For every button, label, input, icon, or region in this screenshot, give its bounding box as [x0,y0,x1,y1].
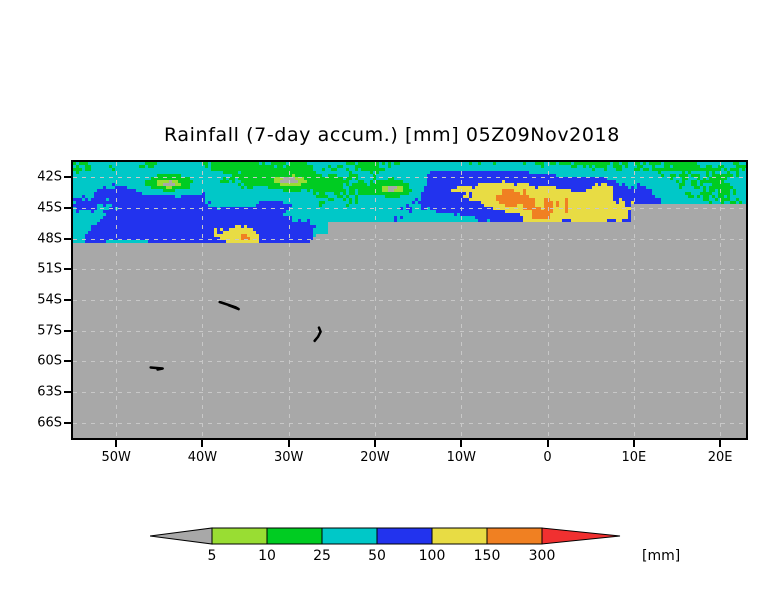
colorbar-tick-label: 300 [528,548,556,564]
colorbar-band [486,527,543,545]
x-tick-label: 40W [187,450,218,465]
colorbar-band [431,527,488,545]
y-tick-label: 63S [37,384,62,400]
y-tick-mark [64,421,71,424]
colorbar-tick-label: 150 [473,548,501,564]
x-tick-mark [201,440,204,447]
x-tick-mark [115,440,118,447]
x-tick-mark [719,440,722,447]
x-tick-label: 10E [621,450,647,465]
colorbar: [mm] 5 10 25 50 100 150 300 [150,524,680,572]
y-axis: 42S 45S 48S 51S 54S 57S 60S 63S 66S [24,0,62,612]
colorbar-units-label: [mm] [642,548,681,564]
x-tick-mark [373,440,376,447]
x-tick-mark [546,440,549,447]
rainfall-heatmap-canvas [73,162,746,438]
y-tick-label: 57S [37,323,62,339]
y-tick-mark [64,299,71,301]
y-tick-mark [64,176,71,179]
colorbar-swatches [150,527,621,545]
y-tick-mark [64,360,71,363]
colorbar-tick-label: 10 [258,548,276,564]
map-plot-area [71,160,748,440]
y-tick-mark [64,268,71,271]
y-tick-label: 66S [37,415,62,431]
x-tick-label: 10W [446,450,476,465]
colorbar-band [211,527,268,545]
y-tick-mark [64,207,71,209]
x-tick-label: 50W [101,450,131,465]
colorbar-band-over [541,527,621,545]
colorbar-tick-label: 25 [313,548,331,564]
y-tick-label: 45S [37,200,62,216]
colorbar-band [266,527,323,545]
y-tick-mark [64,329,71,332]
y-tick-label: 60S [37,353,62,369]
x-tick-label: 20E [707,450,733,465]
x-tick-mark [632,440,635,447]
x-tick-mark [287,440,290,447]
colorbar-tick-label: 100 [418,548,446,564]
y-tick-label: 51S [37,261,62,277]
page-title: Rainfall (7-day accum.) [mm] 05Z09Nov201… [164,124,620,146]
y-tick-label: 48S [37,231,62,247]
colorbar-band [376,527,433,545]
colorbar-band-under [150,527,213,545]
colorbar-tick-label: 50 [368,548,386,564]
y-tick-label: 54S [37,292,62,308]
x-tick-label: 30W [274,450,304,465]
x-tick-label: 0 [543,450,552,465]
x-tick-mark [460,440,463,447]
colorbar-band [321,527,378,545]
y-tick-mark [64,391,71,393]
colorbar-tick-label: 5 [207,548,217,564]
y-tick-label: 42S [37,169,62,185]
y-tick-mark [64,237,71,240]
x-tick-label: 20W [360,450,390,465]
